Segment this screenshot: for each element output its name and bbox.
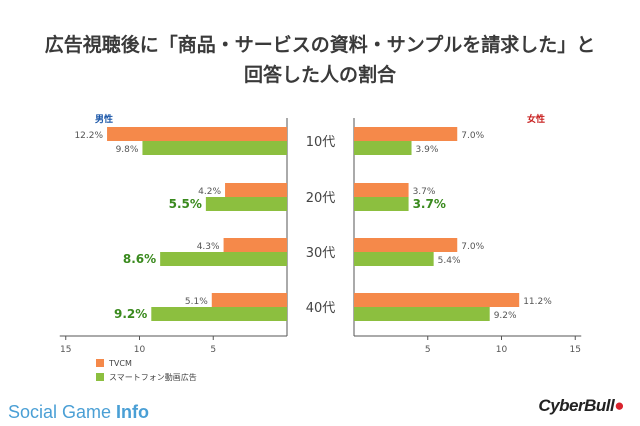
male-data-label: 4.2% (198, 187, 221, 197)
legend-swatch (96, 373, 104, 381)
male-data-label: 5.1% (185, 297, 208, 307)
chart-title-line2: 回答した人の割合 (243, 64, 396, 86)
male-bar-smartphone (151, 307, 287, 321)
female-data-label: 7.0% (461, 131, 484, 141)
male-bar-tvcm (211, 293, 287, 307)
female-bar-smartphone (354, 252, 434, 266)
category-label: 40代 (306, 301, 336, 316)
category-label: 30代 (306, 246, 336, 261)
panel-label-female: 女性 (527, 113, 545, 125)
social-game-info-logo: Social Game Info (8, 402, 150, 422)
female-tick-label: 15 (570, 345, 581, 355)
male-tick-label: 10 (134, 345, 146, 355)
male-bar-smartphone (160, 252, 287, 266)
female-data-label: 11.2% (523, 297, 552, 307)
female-tick-label: 5 (425, 345, 431, 355)
female-bar-smartphone (354, 141, 412, 155)
male-bar-smartphone (142, 141, 287, 155)
female-bar-smartphone (354, 197, 409, 211)
male-bar-tvcm (225, 183, 287, 197)
male-data-label: 5.5% (169, 197, 202, 211)
female-data-label: 7.0% (461, 242, 484, 252)
male-data-label: 4.3% (197, 242, 220, 252)
female-data-label: 3.9% (416, 145, 439, 155)
category-label: 20代 (306, 191, 336, 206)
female-data-label: 5.4% (438, 256, 461, 266)
male-data-label: 8.6% (123, 252, 156, 266)
female-bar-tvcm (354, 183, 409, 197)
male-bar-smartphone (205, 197, 287, 211)
panel-label-male: 男性 (95, 113, 113, 125)
legend-label: TVCM (108, 359, 132, 368)
male-bar-tvcm (107, 127, 287, 141)
cyberbull-logo: CyberBull● (538, 396, 624, 415)
legend-swatch (96, 359, 104, 367)
male-bar-tvcm (223, 238, 287, 252)
male-tick-label: 15 (60, 345, 71, 355)
male-tick-label: 5 (210, 345, 216, 355)
female-data-label: 3.7% (413, 187, 436, 197)
female-tick-label: 10 (496, 345, 508, 355)
male-data-label: 9.8% (116, 145, 139, 155)
male-data-label: 12.2% (74, 131, 103, 141)
legend-label: スマートフォン動画広告 (109, 372, 197, 382)
female-data-label: 3.7% (413, 197, 446, 211)
male-data-label: 9.2% (114, 307, 147, 321)
female-bar-tvcm (354, 293, 520, 307)
female-bar-tvcm (354, 127, 458, 141)
female-bar-smartphone (354, 307, 490, 321)
female-bar-tvcm (354, 238, 458, 252)
chart-title-line1: 広告視聴後に「商品・サービスの資料・サンプルを請求した」と (44, 34, 596, 56)
female-data-label: 9.2% (494, 311, 517, 321)
category-label: 10代 (306, 135, 336, 150)
